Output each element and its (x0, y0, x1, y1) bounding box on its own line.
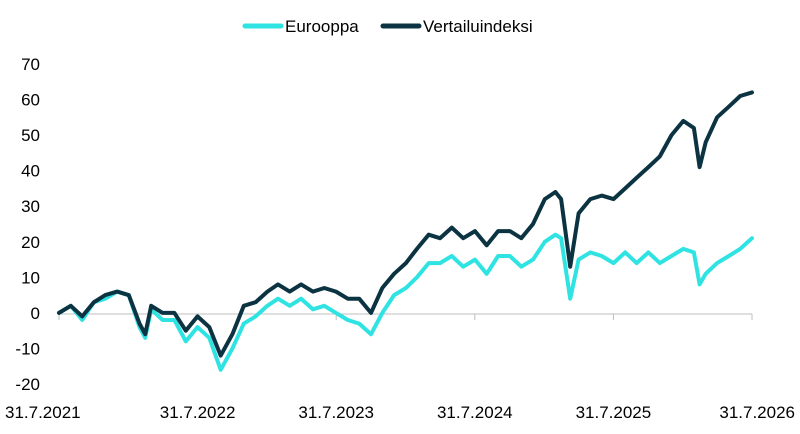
x-tick-label: 31.7.2026 (719, 403, 795, 422)
y-tick-label: 50 (21, 126, 40, 145)
legend-label-eurooppa: Eurooppa (285, 17, 359, 36)
series-line-vertailuindeksi (57, 90, 754, 358)
series-layer (57, 90, 754, 372)
y-tick-label: 30 (21, 197, 40, 216)
y-tick-label: -20 (15, 375, 40, 394)
y-tick-label: 0 (31, 304, 40, 323)
x-axis: 31.7.2021 31.7.2022 31.7.2023 31.7.2024 31.7… (5, 313, 795, 422)
y-axis: -20 -10 0 10 20 30 40 50 60 70 (15, 55, 40, 394)
x-tick-label: 31.7.2023 (298, 403, 374, 422)
x-tick-label: 31.7.2025 (576, 403, 652, 422)
y-tick-label: 70 (21, 55, 40, 74)
x-tick-label: 31.7.2024 (437, 403, 513, 422)
y-tick-label: 10 (21, 268, 40, 287)
legend: Eurooppa Vertailuindeksi (242, 17, 533, 36)
y-tick-label: 40 (21, 162, 40, 181)
y-tick-label: 20 (21, 233, 40, 252)
y-tick-label: -10 (15, 339, 40, 358)
y-tick-label: 60 (21, 91, 40, 110)
series-line-eurooppa (57, 232, 754, 372)
legend-label-vertailuindeksi: Vertailuindeksi (423, 17, 533, 36)
x-tick-label: 31.7.2022 (160, 403, 236, 422)
x-tick-label: 31.7.2021 (5, 403, 81, 422)
